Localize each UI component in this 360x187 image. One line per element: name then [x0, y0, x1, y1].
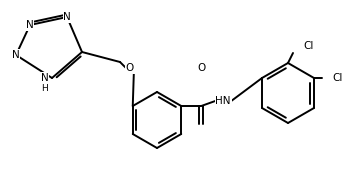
Text: N: N — [12, 50, 20, 60]
Text: O: O — [126, 63, 134, 73]
Text: N: N — [26, 20, 34, 30]
Text: Cl: Cl — [303, 41, 313, 51]
Text: H: H — [42, 84, 48, 93]
Text: HN: HN — [216, 96, 231, 106]
Text: N: N — [63, 12, 71, 22]
Text: Cl: Cl — [332, 73, 342, 83]
Text: O: O — [197, 63, 205, 73]
Text: N: N — [41, 73, 49, 83]
